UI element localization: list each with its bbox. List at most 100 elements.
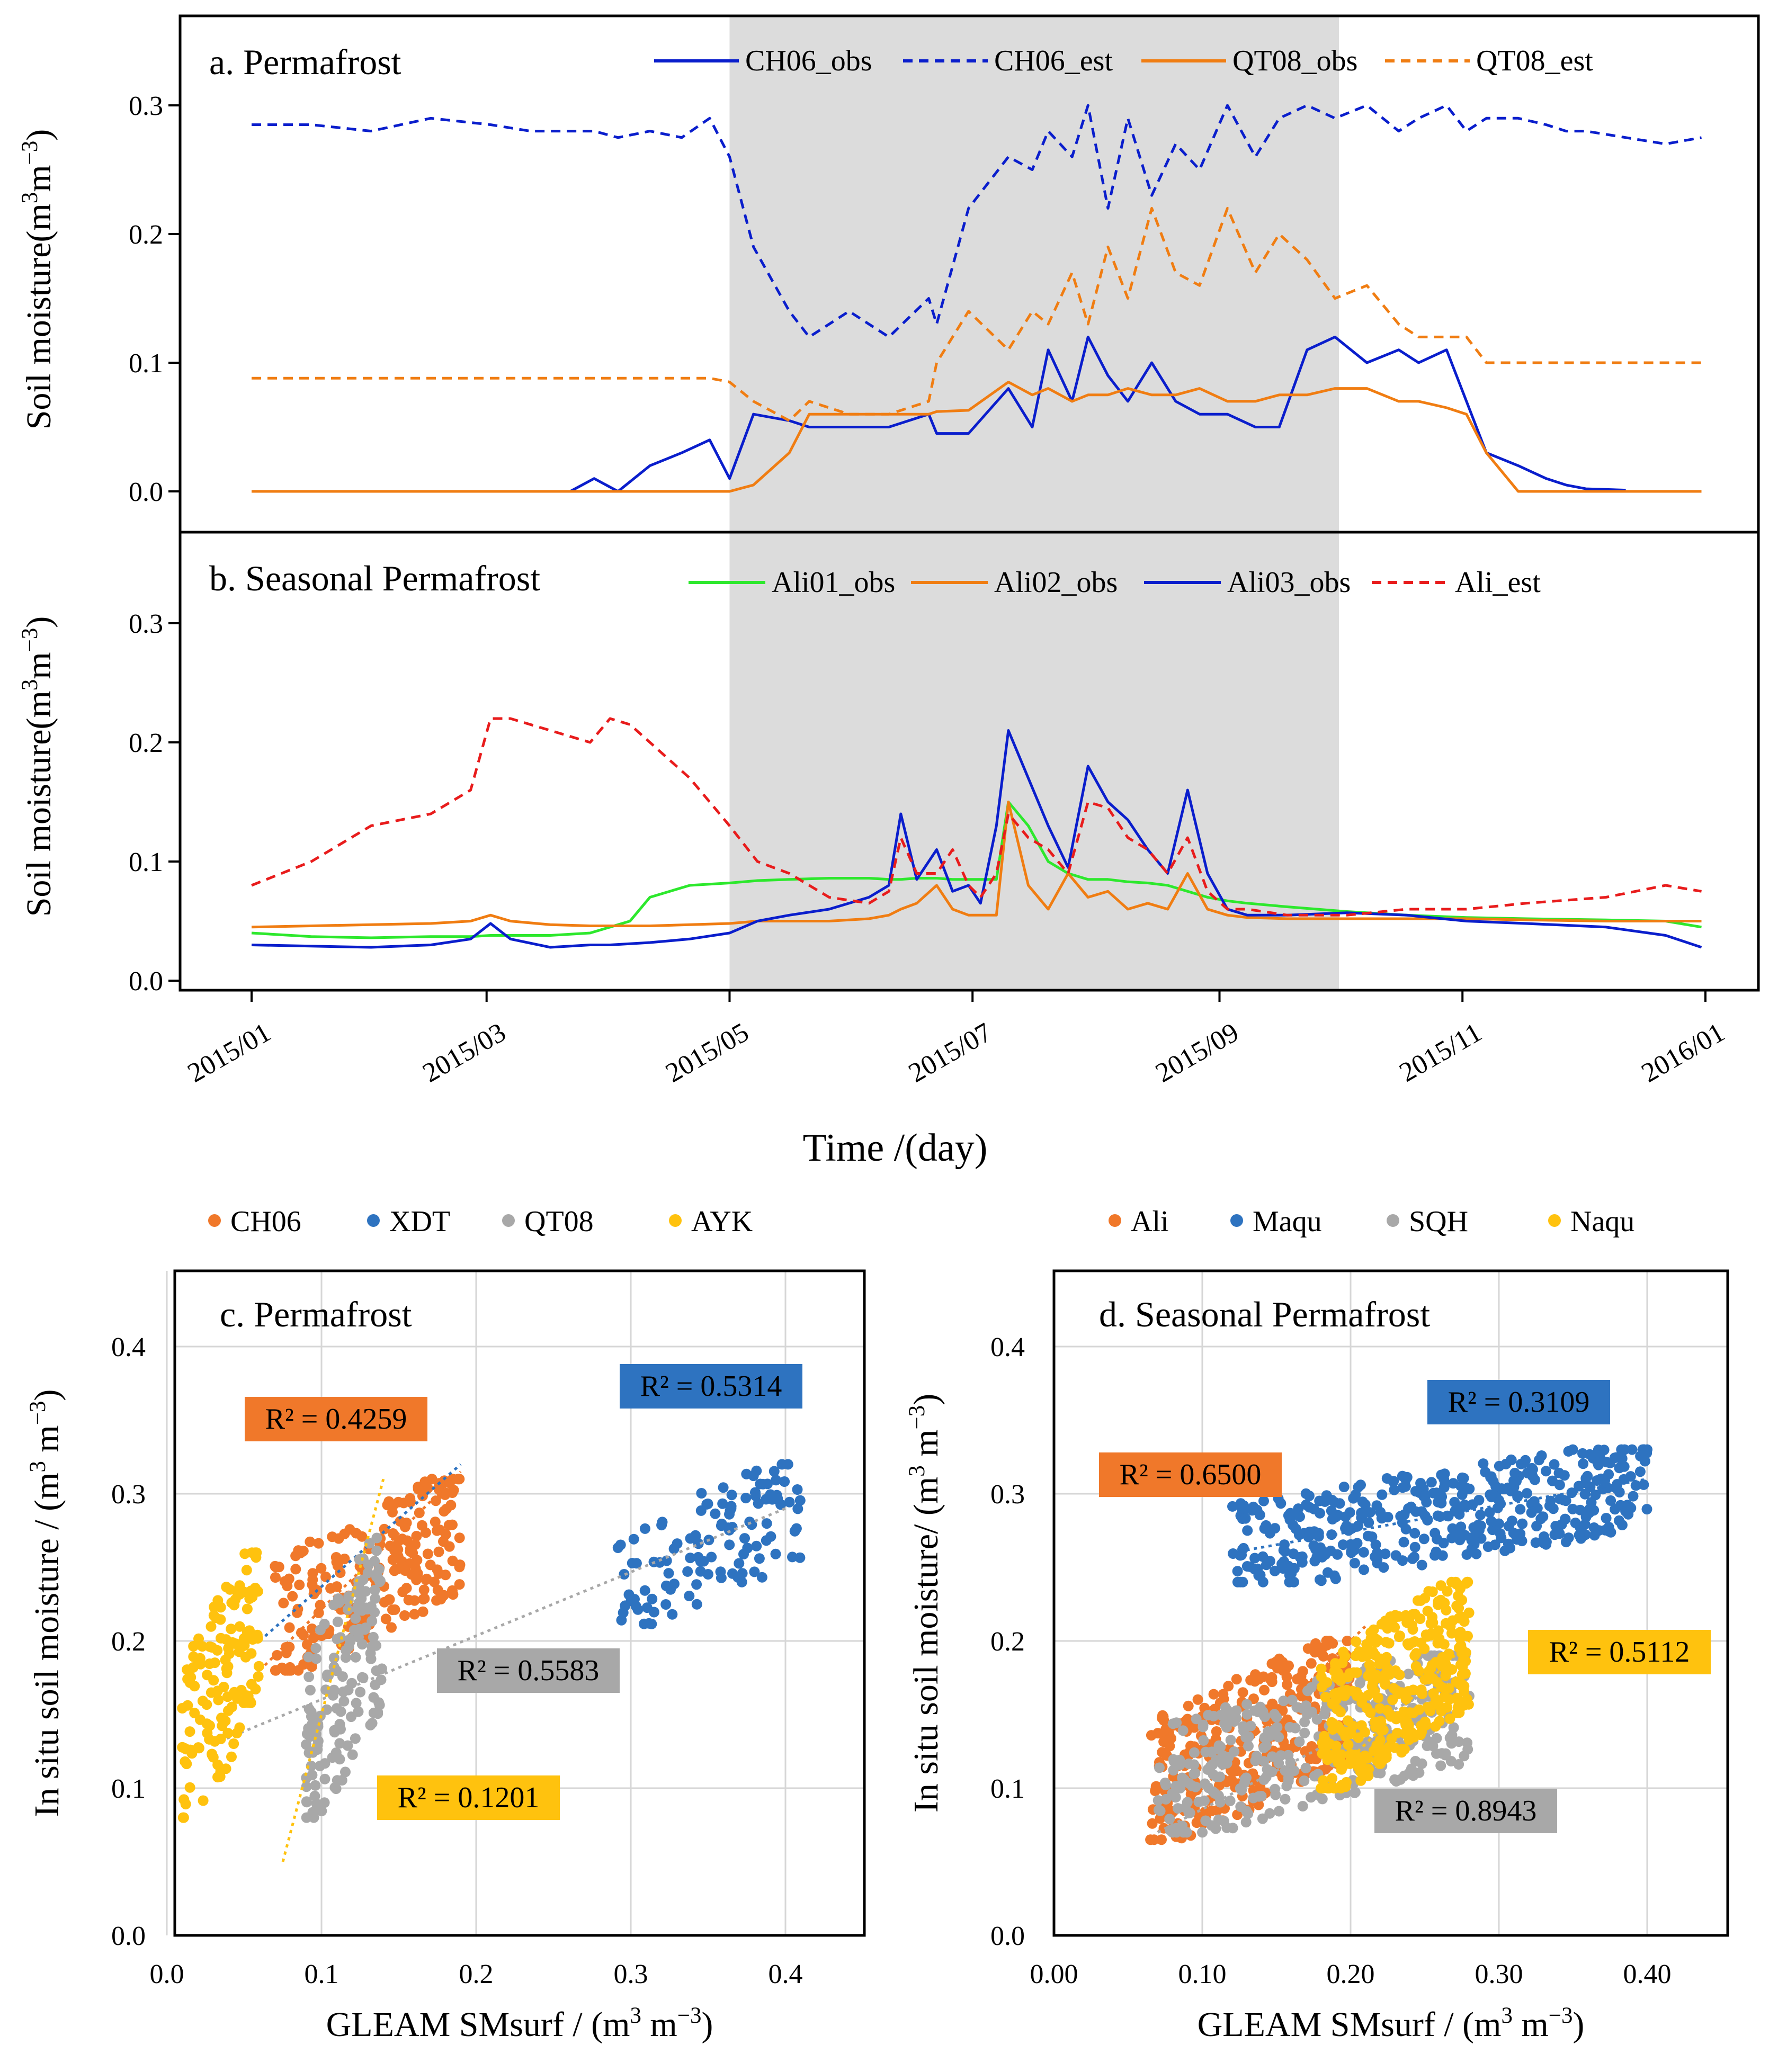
- data-point: [368, 1631, 379, 1643]
- data-point: [1294, 1736, 1305, 1747]
- data-point: [421, 1574, 432, 1585]
- r2-label-SQH: R² = 0.8943: [1395, 1795, 1537, 1827]
- data-point: [726, 1490, 737, 1501]
- data-point: [1243, 1741, 1254, 1752]
- data-point: [1317, 1748, 1328, 1759]
- data-point: [1250, 1669, 1261, 1680]
- label-part: 3: [1501, 2003, 1512, 2028]
- data-point: [338, 1696, 350, 1707]
- data-point: [294, 1580, 305, 1591]
- data-point: [1603, 1526, 1614, 1537]
- x-tick-label: 0.2: [459, 1959, 494, 1989]
- data-point: [1303, 1491, 1315, 1501]
- data-point: [405, 1546, 416, 1557]
- data-point: [221, 1663, 232, 1674]
- r2-box-CH06: [245, 1397, 427, 1441]
- label-part: m: [20, 652, 58, 679]
- data-point: [454, 1562, 465, 1573]
- data-point: [1203, 1710, 1214, 1720]
- data-point: [1476, 1533, 1487, 1544]
- data-point: [639, 1585, 650, 1596]
- label-part: m: [907, 1430, 945, 1466]
- data-point: [761, 1518, 772, 1529]
- data-point: [340, 1652, 351, 1663]
- r2-label-Ali: R² = 0.6500: [1120, 1458, 1262, 1491]
- data-point: [1355, 1775, 1366, 1786]
- legend-label-CH06_est: CH06_est: [994, 44, 1113, 77]
- data-point: [1486, 1515, 1497, 1527]
- data-point: [1355, 1479, 1366, 1491]
- data-point: [672, 1538, 683, 1549]
- data-point: [316, 1563, 327, 1574]
- data-point: [1363, 1517, 1374, 1528]
- data-point: [315, 1761, 326, 1772]
- data-point: [1416, 1758, 1427, 1769]
- label-part: 3: [17, 679, 42, 690]
- data-point: [1446, 1532, 1458, 1544]
- data-point: [1503, 1482, 1513, 1493]
- data-point: [1440, 1477, 1450, 1488]
- data-point: [1168, 1765, 1179, 1776]
- series-line-Ali03_obs: [251, 729, 1702, 949]
- data-point: [332, 1616, 343, 1627]
- data-point: [1351, 1667, 1362, 1678]
- data-point: [1320, 1691, 1331, 1702]
- data-point: [1341, 1777, 1352, 1788]
- data-point: [1326, 1494, 1337, 1505]
- data-point: [220, 1654, 231, 1665]
- data-point: [1382, 1512, 1393, 1523]
- data-point: [380, 1613, 391, 1625]
- data-point: [1208, 1689, 1219, 1700]
- data-point: [1395, 1774, 1406, 1785]
- data-point: [1241, 1699, 1253, 1710]
- data-point: [397, 1586, 408, 1598]
- data-point: [207, 1750, 218, 1760]
- data-point: [291, 1607, 302, 1618]
- data-point: [1527, 1464, 1538, 1475]
- data-point: [1237, 1576, 1248, 1587]
- data-point: [791, 1523, 802, 1534]
- data-point: [302, 1639, 312, 1650]
- data-point: [734, 1558, 745, 1569]
- data-point: [447, 1555, 458, 1566]
- panel-title: b. Seasonal Permafrost: [209, 558, 540, 598]
- y-axis-label: In situ soil moisture/ (m3 m−3): [905, 1394, 945, 1813]
- data-point: [1566, 1487, 1577, 1499]
- data-point: [1333, 1670, 1344, 1680]
- data-point: [216, 1764, 227, 1775]
- data-point: [247, 1592, 258, 1602]
- data-point: [1442, 1510, 1453, 1521]
- data-point: [432, 1564, 443, 1575]
- data-point: [1560, 1537, 1571, 1548]
- data-point: [1229, 1746, 1240, 1757]
- data-point: [1301, 1499, 1312, 1510]
- label-part: Soil moisture(m: [20, 203, 58, 429]
- label-part: 3: [905, 1465, 930, 1476]
- data-point: [1351, 1636, 1362, 1647]
- data-point: [1422, 1702, 1433, 1712]
- data-point: [389, 1604, 400, 1615]
- data-point: [1582, 1470, 1593, 1482]
- x-tick-label: 2015/01: [183, 1017, 276, 1089]
- data-point: [1189, 1747, 1200, 1758]
- time-axis: 2015/01 2015/03 2015/05 2015/07 2015/09 2015/…: [183, 990, 1730, 1170]
- data-point: [416, 1520, 427, 1531]
- data-point: [1358, 1547, 1369, 1558]
- data-point: [1357, 1496, 1368, 1508]
- data-point: [388, 1528, 398, 1539]
- data-point: [272, 1650, 283, 1661]
- data-point: [1218, 1693, 1229, 1705]
- data-point: [1361, 1639, 1372, 1650]
- data-point: [1399, 1509, 1410, 1520]
- data-point: [315, 1625, 326, 1636]
- data-point: [227, 1637, 238, 1648]
- data-point: [1315, 1508, 1325, 1519]
- label-part: ): [20, 616, 58, 628]
- data-point: [1350, 1787, 1361, 1798]
- data-point: [1383, 1638, 1395, 1649]
- data-point: [1400, 1474, 1411, 1485]
- data-point: [620, 1600, 631, 1611]
- data-point: [1306, 1658, 1317, 1669]
- data-point: [696, 1488, 707, 1499]
- label-part: −3: [1549, 2003, 1573, 2028]
